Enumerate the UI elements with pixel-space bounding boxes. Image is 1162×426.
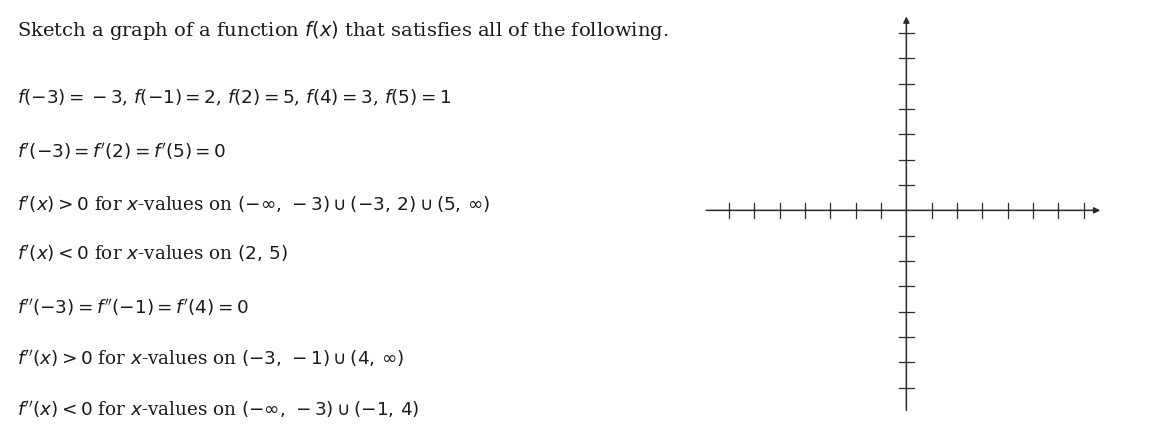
Text: $f''(-3) = f''(-1) = f'(4) = 0$: $f''(-3) = f''(-1) = f'(4) = 0$ — [16, 296, 249, 317]
Text: Sketch a graph of a function $f(x)$ that satisfies all of the following.: Sketch a graph of a function $f(x)$ that… — [16, 19, 668, 42]
Text: $f''(x) < 0$ for $x$-values on $(-\infty,\,-3)\cup(-1,\,4)$: $f''(x) < 0$ for $x$-values on $(-\infty… — [16, 398, 419, 419]
Text: $f(-3) = -3$, $f(-1) = 2$, $f(2) = 5$, $f(4) = 3$, $f(5) = 1$: $f(-3) = -3$, $f(-1) = 2$, $f(2) = 5$, $… — [16, 87, 451, 107]
Text: $f'(x) > 0$ for $x$-values on $(-\infty,\,-3)\cup(-3,\,2)\cup(5,\,\infty)$: $f'(x) > 0$ for $x$-values on $(-\infty,… — [16, 194, 490, 215]
Text: $f''(x) > 0$ for $x$-values on $(-3,\,-1)\cup(4,\,\infty)$: $f''(x) > 0$ for $x$-values on $(-3,\,-1… — [16, 347, 403, 368]
Text: $f'(x) < 0$ for $x$-values on $(2,\,5)$: $f'(x) < 0$ for $x$-values on $(2,\,5)$ — [16, 243, 288, 264]
Text: $f'(-3) = f'(2) = f'(5) = 0$: $f'(-3) = f'(2) = f'(5) = 0$ — [16, 141, 225, 161]
